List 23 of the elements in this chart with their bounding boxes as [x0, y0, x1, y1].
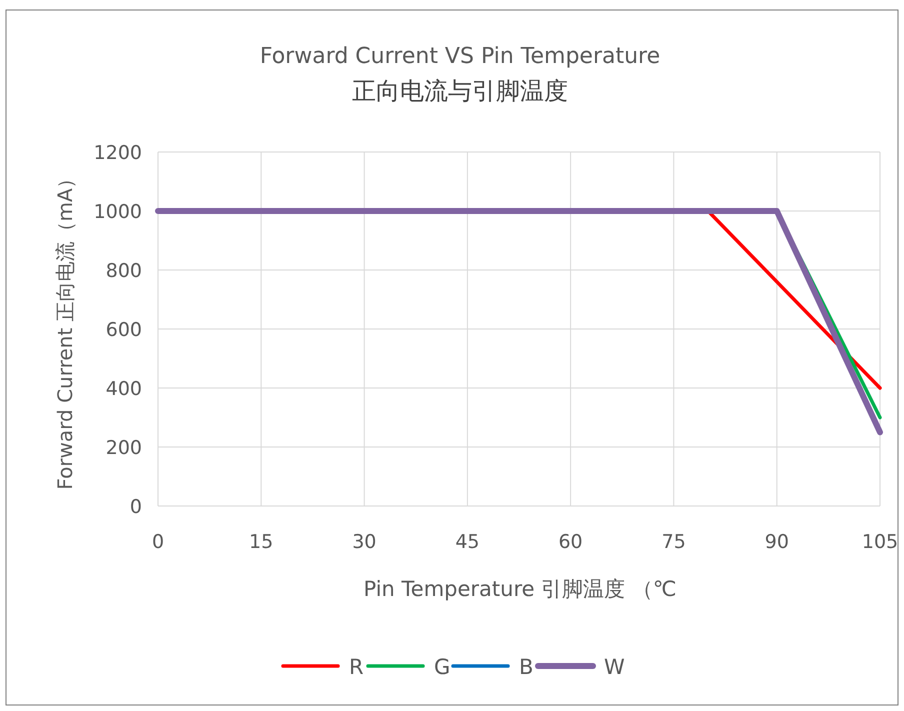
y-tick-label: 1000 — [94, 201, 142, 223]
y-tick-label: 600 — [106, 319, 142, 341]
legend-label: W — [604, 655, 625, 679]
x-tick-label: 75 — [662, 531, 686, 553]
chart-title: Forward Current VS Pin Temperature — [260, 44, 660, 69]
y-tick-label: 0 — [130, 496, 142, 518]
y-tick-label: 200 — [106, 437, 142, 459]
y-axis-title: Forward Current 正向电流（mA） — [53, 168, 77, 490]
y-tick-label: 800 — [106, 260, 142, 282]
x-axis-title: Pin Temperature 引脚温度 （℃ — [364, 577, 676, 601]
legend-label: B — [519, 655, 534, 679]
x-tick-label: 15 — [249, 531, 274, 553]
x-tick-label: 90 — [764, 531, 789, 553]
legend-label: R — [349, 655, 364, 679]
y-tick-label: 400 — [106, 378, 142, 400]
chart-subtitle: 正向电流与引脚温度 — [352, 77, 568, 105]
y-tick-label: 1200 — [94, 142, 142, 164]
x-tick-label: 0 — [152, 531, 164, 553]
legend-label: G — [434, 655, 450, 679]
x-tick-label: 45 — [455, 531, 480, 553]
x-tick-label: 30 — [352, 531, 376, 553]
x-tick-label: 105 — [862, 531, 898, 553]
x-tick-label: 60 — [558, 531, 583, 553]
